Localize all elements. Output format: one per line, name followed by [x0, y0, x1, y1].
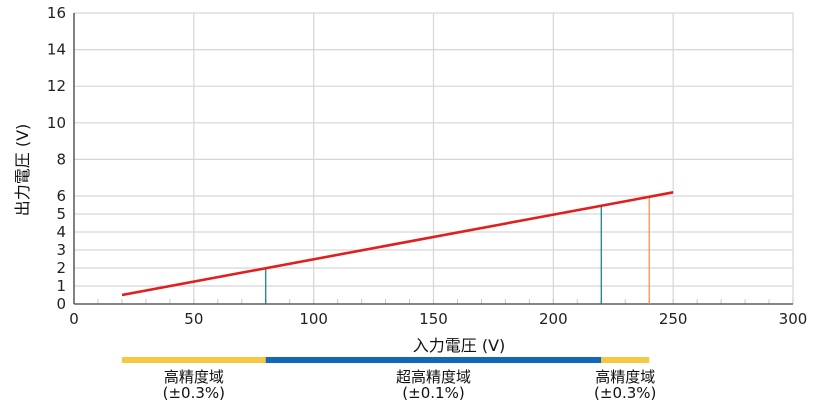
band-label: 高精度域 [164, 368, 224, 386]
y-tick-label: 14 [47, 41, 66, 59]
grid [73, 12, 794, 305]
x-tick-label: 300 [779, 310, 808, 328]
y-axis-label: 出力電圧 (V) [13, 124, 32, 217]
x-axis-label: 入力電圧 (V) [413, 336, 506, 355]
y-tick-label: 12 [47, 77, 66, 95]
x-tick-label: 150 [419, 310, 448, 328]
y-tick-label: 3 [56, 241, 66, 259]
accuracy-bands: 高精度域(±0.3%)超高精度域(±0.1%)高精度域(±0.3%) [121, 357, 656, 402]
y-tick-label: 0 [56, 295, 66, 313]
series [121, 191, 674, 297]
y-tick-label: 5 [56, 205, 66, 223]
y-tick-label: 16 [47, 4, 66, 22]
x-tick-label: 250 [659, 310, 688, 328]
x-tick-label: 100 [299, 310, 328, 328]
x-tick-label: 200 [539, 310, 568, 328]
y-tick-label: 2 [56, 259, 66, 277]
y-tick-label: 8 [56, 150, 66, 168]
y-tick-label: 6 [56, 187, 66, 205]
band-bar [265, 357, 602, 363]
y-tick-label: 1 [56, 277, 66, 295]
band-sublabel: (±0.3%) [163, 384, 225, 402]
band-label: 高精度域 [595, 368, 655, 386]
markers [265, 196, 650, 304]
axes [73, 13, 794, 305]
band-bar [121, 357, 266, 363]
y-tick-label: 4 [56, 223, 66, 241]
band-bar [601, 357, 650, 363]
series-line [121, 191, 674, 297]
band-label: 超高精度域 [396, 368, 471, 386]
band-sublabel: (±0.1%) [402, 384, 464, 402]
band-sublabel: (±0.3%) [594, 384, 656, 402]
y-tick-label: 10 [47, 114, 66, 132]
x-tick-label: 0 [69, 310, 79, 328]
x-tick-label: 50 [184, 310, 203, 328]
